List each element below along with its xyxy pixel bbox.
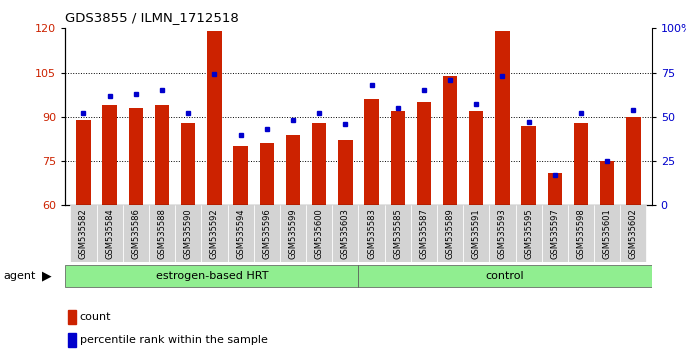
Bar: [102, 105, 117, 205]
Bar: [385, 205, 411, 262]
Bar: [463, 205, 489, 262]
Bar: [620, 205, 646, 262]
Bar: [175, 205, 201, 262]
Bar: [390, 111, 405, 205]
Bar: [573, 123, 588, 205]
Bar: [306, 205, 332, 262]
Text: GSM535599: GSM535599: [289, 208, 298, 259]
Text: GSM535603: GSM535603: [341, 208, 350, 259]
Text: ▶: ▶: [42, 270, 51, 282]
Text: GSM535594: GSM535594: [236, 208, 245, 259]
Bar: [521, 126, 536, 205]
Bar: [411, 205, 437, 262]
Bar: [76, 120, 91, 205]
Bar: [67, 333, 76, 347]
Bar: [155, 105, 169, 205]
Text: GSM535601: GSM535601: [603, 208, 612, 259]
Text: GSM535597: GSM535597: [550, 208, 559, 259]
Text: GSM535595: GSM535595: [524, 208, 533, 259]
Text: GSM535586: GSM535586: [131, 208, 141, 259]
Bar: [201, 205, 228, 262]
Bar: [149, 205, 175, 262]
Bar: [568, 205, 594, 262]
Bar: [254, 205, 280, 262]
Bar: [207, 31, 222, 205]
Bar: [332, 205, 358, 262]
Bar: [181, 123, 196, 205]
Bar: [443, 75, 458, 205]
Bar: [495, 31, 510, 205]
Text: count: count: [80, 312, 111, 322]
Bar: [286, 135, 300, 205]
Bar: [364, 99, 379, 205]
Bar: [416, 102, 431, 205]
Text: GSM535591: GSM535591: [472, 208, 481, 259]
Bar: [129, 108, 143, 205]
Text: GSM535588: GSM535588: [158, 208, 167, 259]
Bar: [280, 205, 306, 262]
Text: GSM535590: GSM535590: [184, 208, 193, 259]
Bar: [233, 146, 248, 205]
Text: GSM535584: GSM535584: [105, 208, 114, 259]
Text: GSM535593: GSM535593: [498, 208, 507, 259]
Text: GSM535602: GSM535602: [629, 208, 638, 259]
Bar: [71, 205, 97, 262]
Text: GDS3855 / ILMN_1712518: GDS3855 / ILMN_1712518: [65, 11, 239, 24]
Text: estrogen-based HRT: estrogen-based HRT: [156, 271, 268, 281]
Bar: [600, 161, 615, 205]
Bar: [97, 205, 123, 262]
Text: GSM535598: GSM535598: [576, 208, 586, 259]
Text: GSM535585: GSM535585: [393, 208, 402, 259]
Text: GSM535587: GSM535587: [419, 208, 428, 259]
Text: GSM535592: GSM535592: [210, 208, 219, 259]
Text: GSM535582: GSM535582: [79, 208, 88, 259]
Bar: [489, 205, 516, 262]
Bar: [65, 265, 358, 287]
Text: GSM535600: GSM535600: [315, 208, 324, 259]
Text: percentile rank within the sample: percentile rank within the sample: [80, 335, 268, 345]
Bar: [67, 310, 76, 324]
Bar: [228, 205, 254, 262]
Bar: [358, 205, 385, 262]
Bar: [358, 265, 652, 287]
Bar: [547, 173, 562, 205]
Bar: [259, 143, 274, 205]
Bar: [542, 205, 568, 262]
Text: agent: agent: [3, 271, 36, 281]
Bar: [594, 205, 620, 262]
Bar: [516, 205, 542, 262]
Bar: [312, 123, 327, 205]
Bar: [123, 205, 149, 262]
Bar: [626, 117, 641, 205]
Bar: [338, 141, 353, 205]
Text: control: control: [486, 271, 524, 281]
Text: GSM535583: GSM535583: [367, 208, 376, 259]
Text: GSM535589: GSM535589: [446, 208, 455, 259]
Bar: [469, 111, 484, 205]
Text: GSM535596: GSM535596: [262, 208, 271, 259]
Bar: [437, 205, 463, 262]
